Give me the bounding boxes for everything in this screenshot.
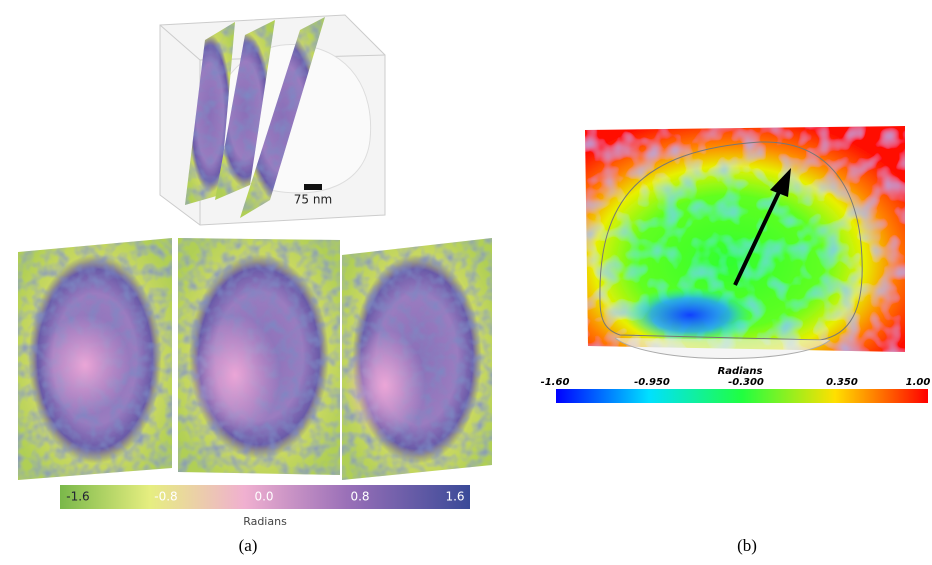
colorbar-tick: 0.8 (350, 490, 369, 504)
colorbar-tick: 0.0 (254, 490, 273, 504)
colorbar-tick: 0.350 (826, 377, 858, 388)
caption: (b) (737, 536, 757, 555)
colorbar-tick: -1.6 (66, 490, 89, 504)
slice (215, 20, 275, 200)
particle-mesh (614, 337, 831, 359)
colorbar-label: Radians (718, 366, 763, 377)
phase-spot (190, 315, 280, 435)
colorbar-tick: 1.00 (906, 377, 931, 388)
colorbar-tick: 1.6 (445, 490, 464, 504)
scale-bar (304, 184, 322, 190)
phase-spot (40, 315, 130, 415)
colorbar (60, 485, 470, 509)
colorbar-tick: -0.950 (634, 377, 670, 388)
colorbar-label: Radians (243, 515, 287, 528)
panel-a-render: 75 nm (159, 14, 386, 226)
colorbar-tick: -1.60 (541, 377, 570, 388)
colorbar-tick: -0.8 (154, 490, 177, 504)
slice (240, 17, 325, 218)
colorbar (556, 389, 928, 403)
colorbar-b: Radians -1.60 -0.950 -0.300 0.350 1.00 (541, 366, 931, 403)
colorbar-a: -1.6 -0.8 0.0 0.8 1.6 Radians (60, 485, 470, 528)
arrow-head (770, 168, 791, 197)
arrow (733, 189, 782, 286)
panel-b-render (585, 126, 905, 359)
particle-outline (599, 141, 863, 341)
panel-a-slices (18, 238, 492, 480)
low-phase-region (625, 287, 755, 343)
caption: (a) (239, 536, 258, 555)
box-edge (159, 24, 201, 61)
scale-label: 75 nm (294, 193, 332, 207)
colorbar-tick: -0.300 (728, 377, 764, 388)
phase-spot (345, 330, 425, 440)
